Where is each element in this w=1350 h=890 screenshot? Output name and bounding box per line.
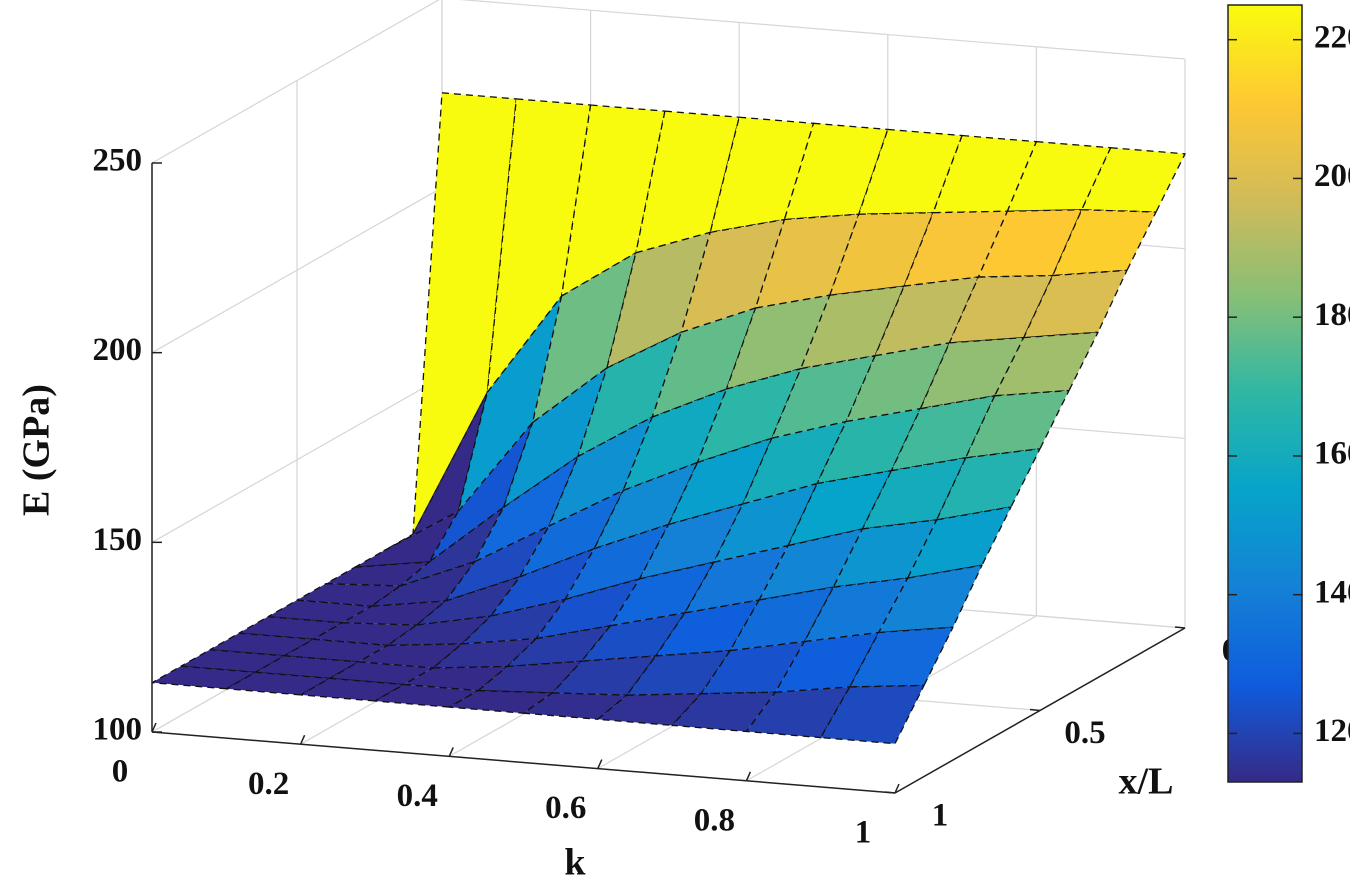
z-axis-label: E (GPa) <box>16 384 58 516</box>
x-tick-label: 0.4 <box>397 778 438 814</box>
surface-face <box>1052 209 1157 277</box>
y-tick-label: 0.5 <box>1064 715 1105 751</box>
surface-face <box>180 649 285 673</box>
colorbar-tick-label: 220 <box>1314 19 1350 55</box>
surface-face <box>328 661 434 686</box>
x-tick <box>448 747 454 757</box>
surface-face <box>151 665 256 690</box>
surface-face <box>787 470 893 547</box>
colorbar-tick-label: 140 <box>1314 574 1350 610</box>
surface-face <box>580 612 686 662</box>
surface-face <box>354 510 459 568</box>
surface-face <box>861 457 967 530</box>
z-tick-label: 250 <box>93 143 143 179</box>
surface-face <box>758 528 864 601</box>
colorbar-tick-label: 180 <box>1314 297 1350 333</box>
grid-line <box>151 187 443 354</box>
x-tick <box>597 759 603 769</box>
surface-face <box>638 503 744 580</box>
colorbar-tick-label: 120 <box>1314 713 1350 749</box>
surface-face <box>386 615 492 647</box>
surface-face <box>832 519 938 588</box>
surface-face <box>1006 140 1112 212</box>
z-tick-label: 100 <box>93 712 143 748</box>
surface-face <box>829 212 934 296</box>
x-tick-label: 0.8 <box>694 802 735 838</box>
surface-face <box>564 523 670 601</box>
surface-face <box>267 599 372 624</box>
surface-face <box>225 671 331 696</box>
surface-face <box>254 655 360 680</box>
y-tick <box>1029 708 1041 712</box>
surface-face <box>696 367 802 464</box>
surface-face <box>816 408 922 485</box>
surface-face <box>948 274 1054 344</box>
surface-face <box>457 295 563 512</box>
colorbar-tick-label: 160 <box>1314 436 1350 472</box>
surface-face <box>994 331 1099 397</box>
surface-face <box>477 660 583 694</box>
surface-face <box>890 395 996 472</box>
grid-line <box>151 376 443 543</box>
x-tick-label: 1 <box>855 815 872 851</box>
z-tick-label: 150 <box>93 522 143 558</box>
surface-face <box>1023 269 1128 339</box>
surface-face <box>878 564 983 634</box>
x-tick-label: 0 <box>112 754 129 790</box>
surface-face <box>820 684 925 745</box>
x-axis <box>151 731 896 794</box>
x-tick <box>894 783 900 794</box>
surface-face <box>283 638 389 663</box>
surface-face <box>725 294 831 390</box>
y-tick-label: 1 <box>932 798 949 834</box>
surface-face <box>907 506 1012 579</box>
x-axis-label: k <box>564 842 586 884</box>
grid-line <box>459 0 1186 60</box>
surface-face <box>936 448 1041 521</box>
y-tick <box>1174 626 1186 629</box>
surface-face <box>473 455 579 563</box>
surface-face <box>209 632 314 657</box>
y-axis-label: x/L <box>1119 761 1174 803</box>
surface-face <box>783 122 889 221</box>
surface-face <box>548 416 653 527</box>
colorbar <box>1227 4 1303 783</box>
x-tick <box>745 771 752 782</box>
surface-face <box>965 389 1070 459</box>
surface-face <box>597 693 702 727</box>
surface-face <box>399 506 505 587</box>
surface-face <box>1081 147 1186 213</box>
surface-face <box>412 92 517 535</box>
surface-face <box>651 307 757 418</box>
y-tick <box>884 791 896 794</box>
surface-face <box>444 525 550 602</box>
surface-face <box>919 336 1025 410</box>
surface-face <box>374 683 479 708</box>
x-tick-label: 0.2 <box>248 766 289 802</box>
x-tick-label: 0.6 <box>545 790 586 826</box>
surface-face <box>238 616 343 640</box>
surface-face <box>299 677 405 702</box>
x-tick <box>299 734 306 745</box>
surface-face <box>849 626 954 688</box>
z-tick-label: 200 <box>93 332 143 368</box>
colorbar-tick-label: 200 <box>1314 158 1350 194</box>
x-tick <box>151 722 157 733</box>
grid-line <box>151 0 440 164</box>
